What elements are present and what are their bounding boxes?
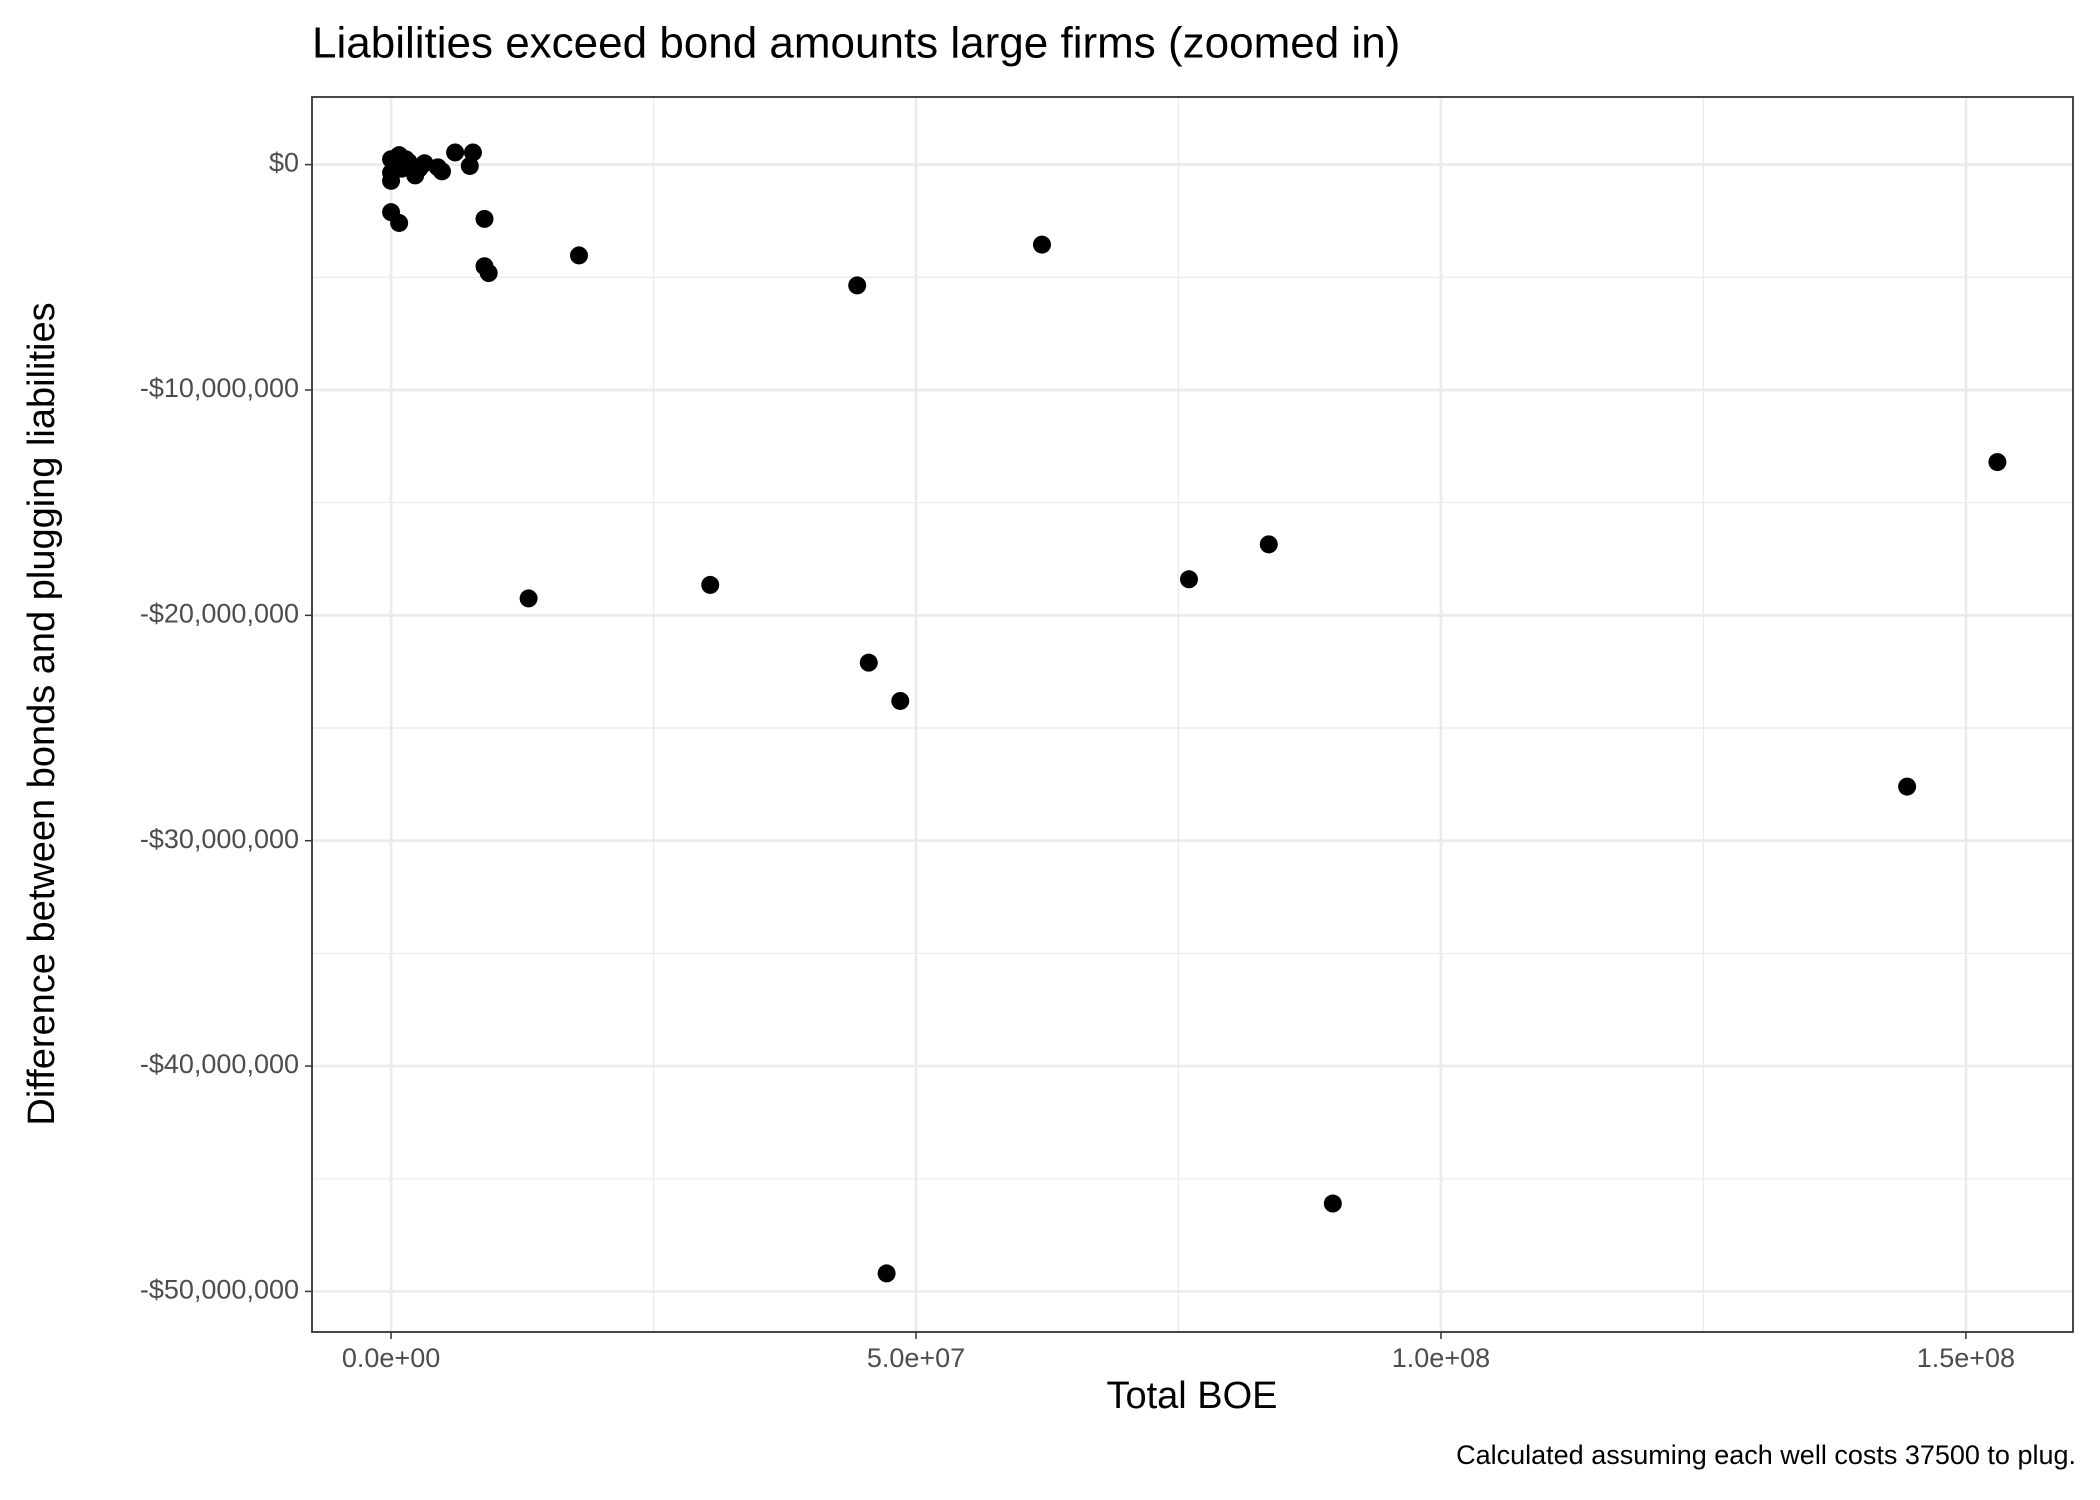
point: [877, 1264, 896, 1283]
point: [569, 246, 588, 265]
x-axis-title: Total BOE: [1106, 1375, 1277, 1417]
point: [432, 162, 451, 181]
y-tick-label: $0: [269, 148, 299, 178]
point: [1988, 453, 2007, 472]
y-tick-label: -$40,000,000: [140, 1049, 299, 1079]
point: [475, 209, 494, 228]
point: [1032, 235, 1051, 254]
point: [1898, 777, 1917, 796]
point: [390, 213, 409, 232]
x-tick-label: 5.0e+07: [867, 1343, 965, 1373]
point: [460, 156, 479, 175]
point: [891, 691, 910, 710]
y-tick-label: -$50,000,000: [140, 1275, 299, 1305]
chart-title: Liabilities exceed bond amounts large fi…: [312, 19, 1400, 68]
caption: Calculated assuming each well costs 3750…: [1456, 1440, 2076, 1470]
y-tick-label: -$20,000,000: [140, 598, 299, 628]
y-tick-label: -$30,000,000: [140, 824, 299, 854]
x-tick-label: 1.5e+08: [1917, 1343, 2015, 1373]
point: [848, 276, 867, 295]
point: [1323, 1194, 1342, 1213]
point: [1179, 570, 1198, 589]
point: [382, 171, 401, 190]
y-tick-label: -$10,000,000: [140, 373, 299, 403]
point: [859, 653, 878, 672]
x-tick-label: 1.0e+08: [1392, 1343, 1490, 1373]
point: [446, 143, 465, 162]
point: [519, 589, 538, 608]
point: [1259, 535, 1278, 554]
x-tick-label: 0.0e+00: [342, 1343, 440, 1373]
panel-border: [311, 96, 2074, 1333]
point: [479, 264, 498, 283]
point: [463, 143, 482, 162]
point: [396, 150, 415, 169]
point: [701, 575, 720, 594]
y-axis-title: Difference between bonds and plugging li…: [21, 302, 63, 1125]
